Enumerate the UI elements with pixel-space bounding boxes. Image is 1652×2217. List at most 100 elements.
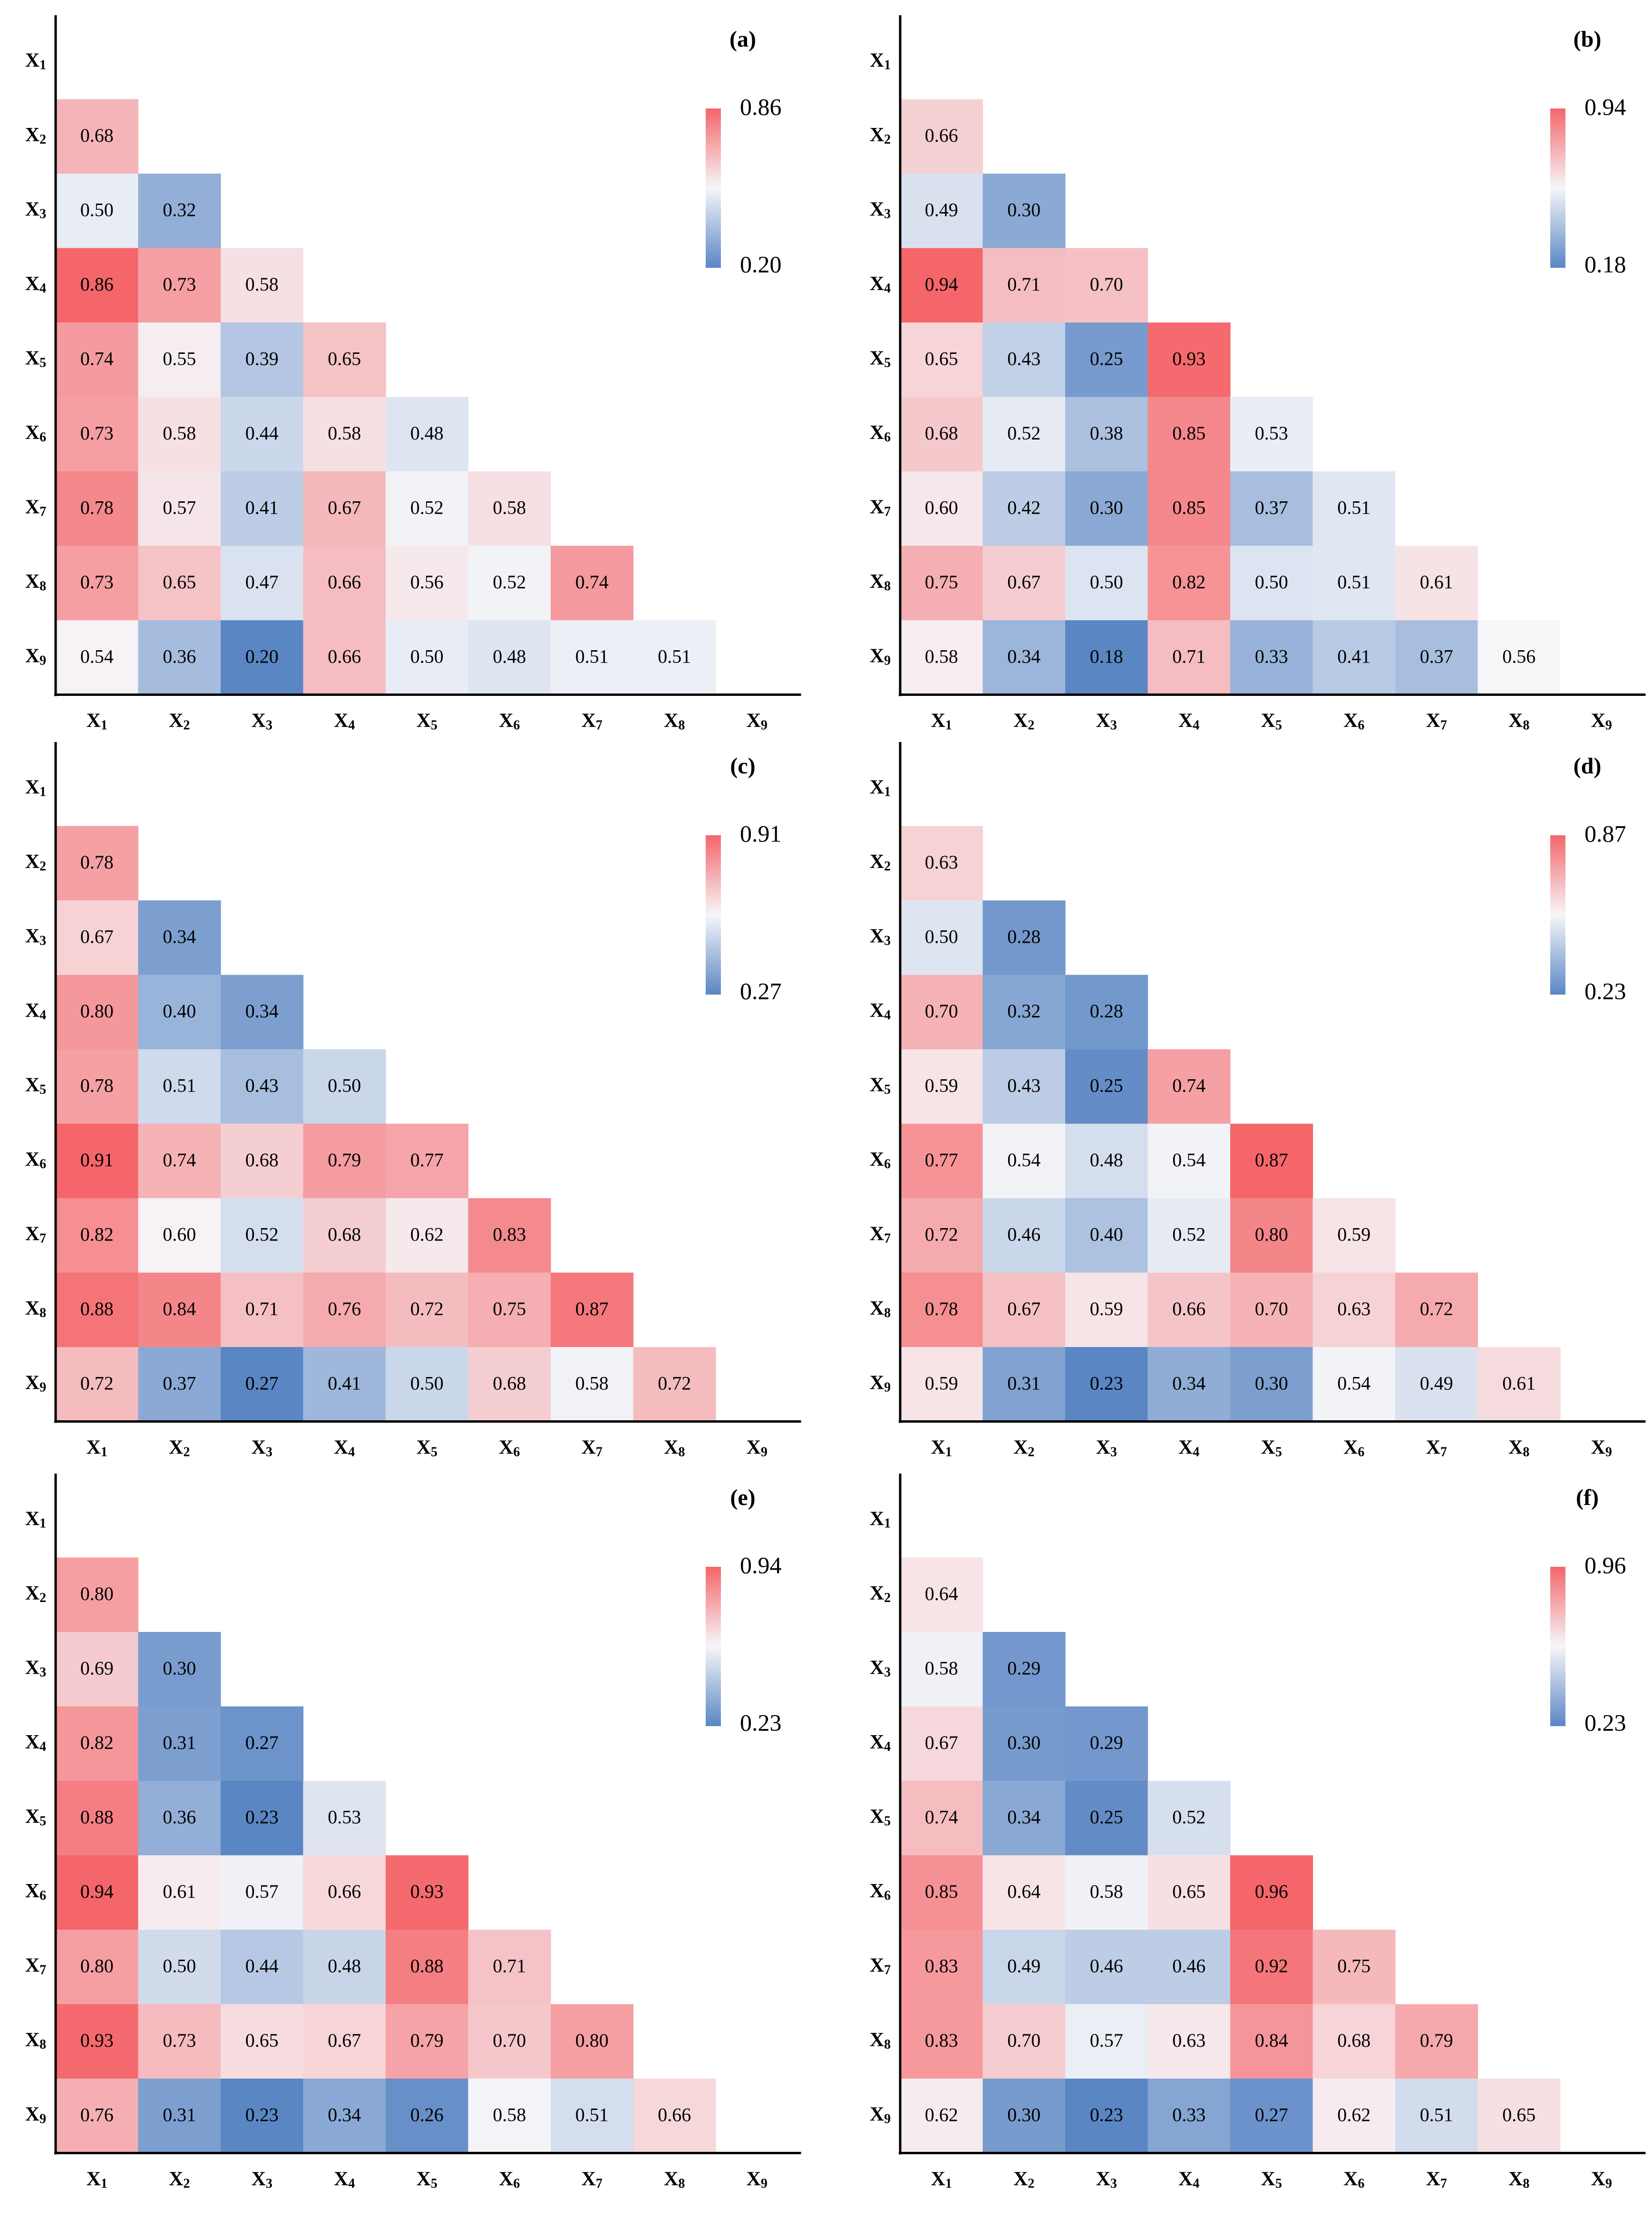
cell-value-label: 0.76 bbox=[80, 2104, 114, 2125]
heatmap-cell bbox=[1147, 397, 1231, 472]
heatmap-cell bbox=[386, 1930, 469, 2005]
heatmap-cell bbox=[1230, 2079, 1313, 2154]
x-tick-label: X8 bbox=[664, 2168, 685, 2191]
heatmap-cell bbox=[982, 2004, 1066, 2079]
heatmap-cell bbox=[1395, 1347, 1478, 1422]
colorbar-max-label: 0.94 bbox=[740, 1552, 782, 1578]
cell-value-label: 0.30 bbox=[1255, 1372, 1288, 1394]
cell-value-label: 0.23 bbox=[245, 2104, 279, 2125]
cell-value-label: 0.44 bbox=[245, 422, 279, 444]
cell-value-label: 0.31 bbox=[1007, 1372, 1040, 1394]
heatmap-cell bbox=[633, 620, 716, 695]
cell-value-label: 0.79 bbox=[1420, 2030, 1453, 2051]
cell-value-label: 0.64 bbox=[1007, 1881, 1040, 1902]
heatmap-cell bbox=[982, 1198, 1066, 1273]
heatmap-cell bbox=[900, 546, 983, 621]
x-tick-label: X5 bbox=[1261, 1436, 1282, 1460]
cell-value-label: 0.72 bbox=[925, 1223, 958, 1245]
y-tick-label: X7 bbox=[870, 1223, 891, 1246]
cell-value-label: 0.79 bbox=[410, 2030, 444, 2051]
cell-value-label: 0.80 bbox=[80, 1583, 114, 1604]
cell-value-label: 0.48 bbox=[1090, 1149, 1123, 1171]
y-tick-label: X8 bbox=[870, 1297, 891, 1320]
cell-value-label: 0.74 bbox=[575, 571, 609, 593]
y-tick-label: X1 bbox=[870, 1508, 891, 1531]
x-tick-label: X5 bbox=[417, 1436, 437, 1460]
cell-value-label: 0.72 bbox=[658, 1372, 691, 1394]
heatmap-cell bbox=[1147, 1272, 1231, 1348]
cell-value-label: 0.93 bbox=[80, 2030, 114, 2051]
heatmap-cell bbox=[1477, 2079, 1561, 2154]
heatmap-cell bbox=[900, 826, 983, 901]
heatmap-cell bbox=[1312, 1347, 1396, 1422]
y-tick-label: X3 bbox=[870, 925, 891, 948]
cell-value-label: 0.43 bbox=[1007, 348, 1040, 369]
heatmap-cell bbox=[1147, 1123, 1231, 1199]
colorbar-min-label: 0.20 bbox=[740, 251, 782, 277]
heatmap-cell bbox=[1477, 620, 1561, 695]
cell-value-label: 0.46 bbox=[1007, 1223, 1040, 1245]
heatmap-cell bbox=[386, 471, 469, 547]
cell-value-label: 0.80 bbox=[1255, 1223, 1288, 1245]
heatmap-cell bbox=[468, 546, 551, 621]
heatmap-cell bbox=[982, 1049, 1066, 1124]
cell-value-label: 0.46 bbox=[1090, 1955, 1123, 1976]
x-tick-label: X9 bbox=[1591, 2168, 1612, 2191]
heatmap-cell bbox=[221, 1347, 304, 1422]
heatmap-cell bbox=[138, 2004, 221, 2079]
heatmap-cell bbox=[982, 1855, 1066, 1930]
x-tick-label: X3 bbox=[1096, 710, 1117, 733]
cell-value-label: 0.33 bbox=[1172, 2104, 1205, 2125]
cell-value-label: 0.43 bbox=[1007, 1074, 1040, 1096]
y-tick-label: X5 bbox=[25, 1074, 46, 1097]
cell-value-label: 0.96 bbox=[1255, 1881, 1288, 1902]
heatmap-cell bbox=[221, 322, 304, 398]
y-tick-label: X4 bbox=[25, 1731, 46, 1754]
y-tick-label: X6 bbox=[870, 1148, 891, 1172]
heatmap-cell bbox=[982, 397, 1066, 472]
cell-value-label: 0.71 bbox=[493, 1955, 526, 1976]
heatmap-cell bbox=[56, 99, 139, 174]
y-tick-label: X2 bbox=[870, 850, 891, 874]
cell-value-label: 0.25 bbox=[1090, 1806, 1123, 1827]
y-tick-label: X4 bbox=[25, 273, 46, 296]
heatmap-cell bbox=[386, 2079, 469, 2154]
cell-value-label: 0.74 bbox=[925, 1806, 958, 1827]
heatmap-cell bbox=[56, 1123, 139, 1199]
cell-value-label: 0.68 bbox=[245, 1149, 279, 1171]
x-tick-label: X5 bbox=[1261, 710, 1282, 733]
cell-value-label: 0.83 bbox=[925, 1955, 958, 1976]
heatmap-cell bbox=[1230, 397, 1313, 472]
cell-value-label: 0.23 bbox=[245, 1806, 279, 1827]
cell-value-label: 0.65 bbox=[1502, 2104, 1535, 2125]
heatmap-cell bbox=[56, 1632, 139, 1707]
x-tick-label: X9 bbox=[747, 1436, 768, 1460]
y-tick-label: X2 bbox=[25, 850, 46, 874]
heatmap-cell bbox=[900, 900, 983, 976]
cell-value-label: 0.67 bbox=[80, 926, 114, 947]
cell-value-label: 0.23 bbox=[1090, 2104, 1123, 2125]
cell-value-label: 0.78 bbox=[80, 497, 114, 518]
cell-value-label: 0.67 bbox=[1007, 571, 1040, 593]
colorbar-min-label: 0.23 bbox=[1584, 977, 1626, 1004]
heatmap-cell bbox=[138, 1198, 221, 1273]
heatmap-cell bbox=[221, 1930, 304, 2005]
heatmap-cell bbox=[900, 1781, 983, 1856]
cell-value-label: 0.70 bbox=[1255, 1298, 1288, 1319]
y-tick-label: X8 bbox=[25, 1297, 46, 1320]
cell-value-label: 0.30 bbox=[1007, 1732, 1040, 1753]
heatmap-cell bbox=[56, 2079, 139, 2154]
cell-value-label: 0.43 bbox=[245, 1074, 279, 1096]
cell-value-label: 0.58 bbox=[925, 645, 958, 667]
x-tick-label: X9 bbox=[747, 710, 768, 733]
x-tick-label: X7 bbox=[582, 2168, 602, 2191]
y-tick-label: X3 bbox=[25, 198, 46, 222]
heatmap-cell bbox=[56, 174, 139, 249]
cell-value-label: 0.54 bbox=[1172, 1149, 1205, 1171]
cell-value-label: 0.83 bbox=[493, 1223, 526, 1245]
heatmap-cell bbox=[1147, 1049, 1231, 1124]
cell-value-label: 0.60 bbox=[925, 497, 958, 518]
heatmap-cell bbox=[303, 1198, 386, 1273]
cell-value-label: 0.80 bbox=[80, 1000, 114, 1022]
heatmap-cell bbox=[138, 546, 221, 621]
